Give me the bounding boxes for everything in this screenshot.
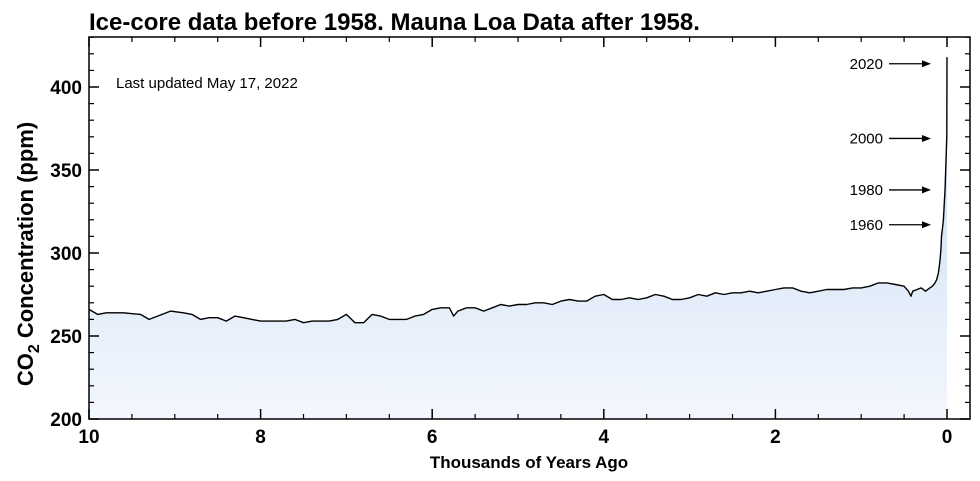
annotation-arrow-head [922,221,931,229]
y-axis-label-main: CO [13,353,38,386]
y-tick-label: 400 [50,78,82,99]
plot-frame [88,36,971,420]
last-updated-note: Last updated May 17, 2022 [116,75,298,92]
y-axis-label-rest: Concentration (ppm) [13,122,38,344]
annotation-arrow-head [922,60,931,68]
annotation-label: 1960 [850,217,883,234]
y-tick-label: 300 [50,244,82,265]
plot-area [88,57,948,419]
x-tick-label: 6 [427,427,438,448]
y-axis-label: CO2 Concentration (ppm) [13,122,43,386]
x-tick-label: 2 [770,427,781,448]
x-tick-label: 10 [78,427,99,448]
series-line [88,57,948,324]
annotation-arrow-head [922,186,931,194]
annotation-label: 2000 [850,130,883,147]
annotation-label: 1980 [850,182,883,199]
area-fill [89,57,947,419]
x-axis-label: Thousands of Years Ago [430,453,628,472]
annotation-label: 2020 [850,56,883,73]
y-tick-label: 250 [50,327,82,348]
y-tick-label: 350 [50,161,82,182]
annotations: 2020 2000 1980 1960 [850,56,931,234]
x-tick-label: 4 [599,427,610,448]
y-axis-label-sub: 2 [26,344,43,353]
annotation-arrow-head [922,134,931,142]
chart-title: Ice-core data before 1958. Mauna Loa Dat… [89,9,700,36]
x-tick-label: 0 [942,427,953,448]
x-tick-label: 8 [255,427,266,448]
y-tick-label: 200 [50,410,82,431]
